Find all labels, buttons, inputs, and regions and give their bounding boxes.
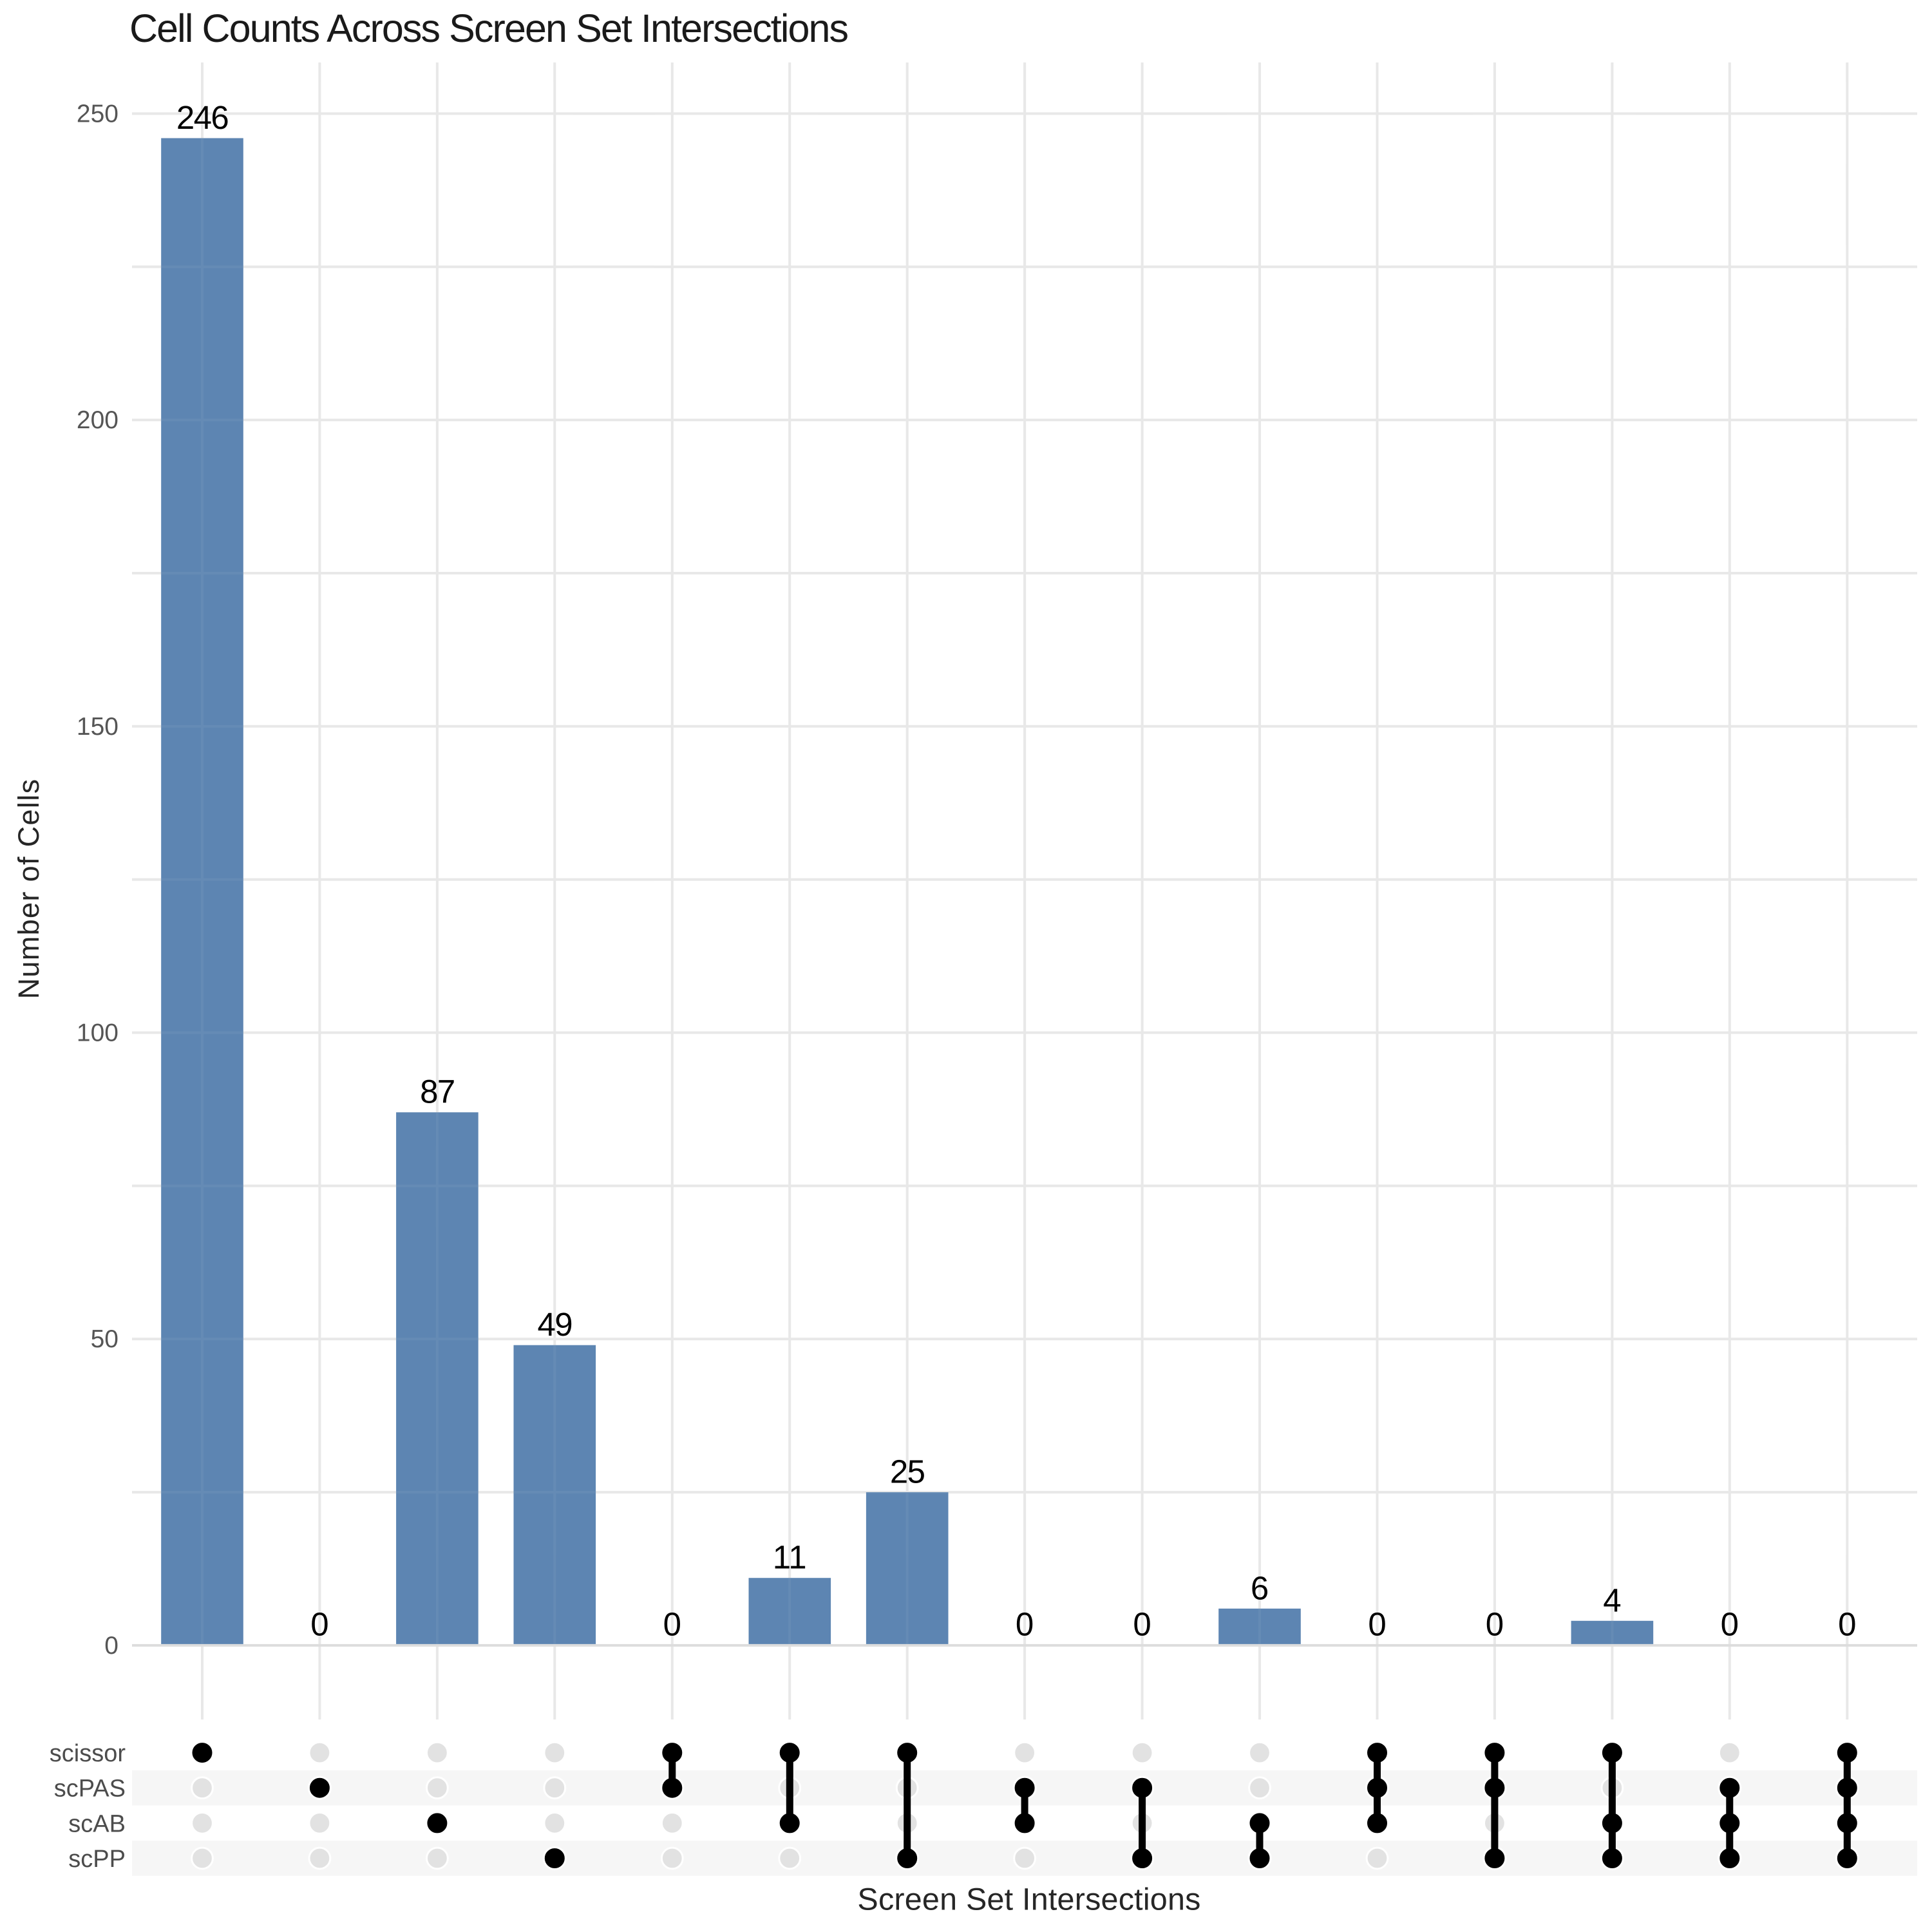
- svg-text:Screen Set Intersections: Screen Set Intersections: [857, 1882, 1200, 1917]
- svg-text:0: 0: [1016, 1606, 1034, 1643]
- svg-text:50: 50: [91, 1325, 118, 1353]
- svg-text:0: 0: [104, 1632, 118, 1660]
- svg-text:0: 0: [663, 1606, 681, 1643]
- svg-text:250: 250: [77, 100, 118, 128]
- svg-text:87: 87: [420, 1074, 455, 1110]
- svg-text:200: 200: [77, 406, 118, 434]
- svg-text:246: 246: [176, 99, 229, 136]
- svg-text:0: 0: [1838, 1606, 1856, 1643]
- svg-text:0: 0: [1486, 1606, 1504, 1643]
- svg-text:100: 100: [77, 1019, 118, 1047]
- svg-text:0: 0: [1721, 1606, 1739, 1643]
- svg-text:150: 150: [77, 713, 118, 741]
- svg-text:scissor: scissor: [50, 1740, 126, 1767]
- svg-text:Number of Cells: Number of Cells: [12, 779, 45, 999]
- svg-text:scPP: scPP: [68, 1846, 126, 1873]
- svg-text:6: 6: [1251, 1569, 1269, 1606]
- svg-text:4: 4: [1603, 1582, 1621, 1618]
- svg-text:scAB: scAB: [68, 1810, 126, 1837]
- svg-text:scPAS: scPAS: [54, 1776, 126, 1803]
- svg-text:25: 25: [890, 1454, 925, 1490]
- svg-text:0: 0: [310, 1606, 328, 1643]
- svg-text:11: 11: [773, 1539, 807, 1576]
- svg-text:Cell Counts Across Screen Set: Cell Counts Across Screen Set Intersecti…: [129, 6, 848, 50]
- svg-text:0: 0: [1133, 1606, 1151, 1643]
- svg-text:49: 49: [538, 1306, 573, 1343]
- svg-text:0: 0: [1368, 1606, 1386, 1643]
